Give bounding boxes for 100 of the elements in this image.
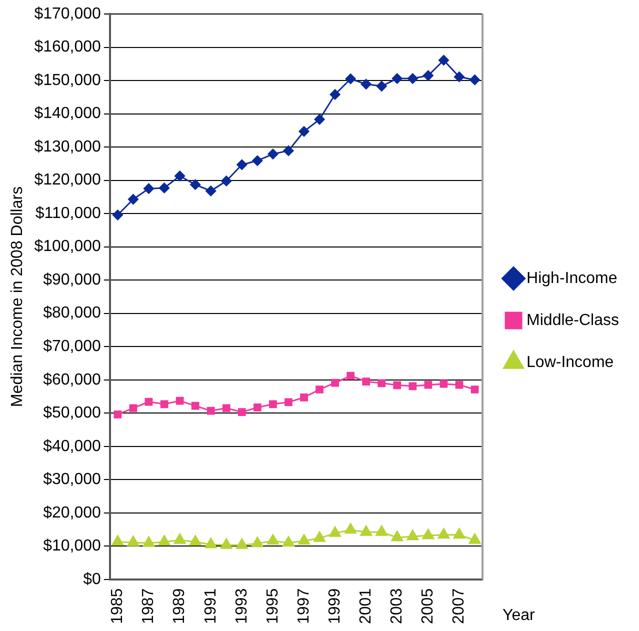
point: [440, 380, 448, 388]
point: [174, 533, 186, 544]
point: [438, 54, 449, 66]
point: [220, 538, 232, 549]
x-tick-label: 1997: [295, 588, 312, 624]
point: [406, 530, 419, 540]
point: [253, 404, 262, 412]
point: [470, 74, 480, 86]
point: [298, 534, 310, 545]
y-tick-label: $20,000: [43, 504, 102, 522]
point: [453, 528, 466, 539]
point: [158, 535, 170, 546]
y-axis-title: Median Income in 2008 Dollars: [9, 186, 26, 407]
x-tick-label: 1993: [233, 588, 250, 624]
point: [236, 538, 248, 549]
y-tick-label: $110,000: [35, 204, 102, 222]
x-tick-label: 1999: [326, 588, 344, 624]
point: [114, 410, 122, 418]
point: [345, 74, 356, 84]
point: [470, 386, 479, 394]
x-axis-title: Year: [502, 606, 536, 624]
point: [468, 533, 481, 544]
x-tick-label: 1991: [202, 588, 220, 624]
point: [129, 404, 138, 412]
y-tick-label: $150,000: [34, 72, 102, 89]
point: [252, 155, 263, 166]
point: [360, 525, 372, 536]
point: [314, 114, 325, 125]
y-tick-label: $40,000: [43, 438, 102, 455]
point: [238, 408, 246, 416]
point: [267, 534, 279, 545]
point: [160, 400, 168, 408]
point: [206, 186, 216, 196]
point: [360, 78, 372, 90]
y-tick-label: $30,000: [43, 471, 102, 488]
legend-label: Low-Income: [526, 354, 614, 371]
point: [191, 402, 200, 410]
x-tick-label: 1989: [171, 588, 188, 624]
point: [204, 538, 217, 548]
point: [236, 159, 248, 170]
point: [344, 523, 357, 534]
y-tick-label: $10,000: [43, 538, 102, 555]
y-tick-label: $100,000: [34, 238, 102, 256]
point: [128, 194, 138, 205]
point: [376, 525, 388, 536]
point: [300, 394, 308, 402]
point: [329, 526, 341, 537]
point: [330, 89, 340, 100]
point: [422, 70, 434, 81]
point: [393, 381, 402, 390]
point: [268, 148, 278, 160]
y-tick-label: $130,000: [34, 138, 102, 156]
point: [269, 400, 277, 408]
y-tick-label: $70,000: [43, 338, 102, 355]
y-tick-label: $120,000: [34, 172, 102, 189]
point: [392, 73, 402, 84]
point: [112, 210, 123, 220]
point: [408, 382, 417, 390]
point: [144, 398, 153, 406]
y-tick-label: $60,000: [43, 371, 102, 388]
x-tick-label: 2005: [420, 588, 437, 624]
point: [438, 528, 450, 539]
y-tick-label: $170,000: [34, 5, 102, 22]
y-tick-label: $80,000: [43, 304, 102, 322]
point: [251, 536, 264, 548]
point: [454, 72, 464, 82]
x-tick-label: 2003: [388, 588, 406, 624]
point: [142, 536, 155, 547]
point: [378, 379, 386, 388]
x-tick-label: 1995: [264, 588, 282, 624]
point: [143, 183, 154, 194]
point: [174, 170, 186, 182]
point: [221, 176, 232, 186]
point: [422, 528, 434, 540]
legend-label: High-Income: [526, 270, 618, 287]
point: [331, 378, 339, 387]
point: [283, 145, 294, 156]
point: [424, 380, 432, 389]
point: [189, 535, 202, 546]
point: [284, 398, 292, 406]
point: [455, 380, 464, 389]
point: [407, 73, 418, 84]
x-tick-label: 2007: [450, 588, 468, 624]
legend-label: Middle-Class: [526, 312, 619, 329]
point: [112, 535, 124, 546]
y-tick-label: $0: [83, 570, 102, 588]
y-tick-label: $90,000: [43, 271, 102, 288]
y-tick-label: $50,000: [43, 404, 102, 422]
point: [176, 396, 184, 405]
point: [362, 378, 370, 386]
point: [282, 536, 294, 547]
point: [298, 126, 310, 137]
point: [222, 404, 230, 412]
x-tick-label: 1985: [109, 588, 126, 624]
point: [190, 179, 201, 190]
point: [127, 536, 140, 546]
point: [206, 406, 215, 415]
y-tick-label: $160,000: [34, 38, 102, 56]
point: [314, 531, 326, 542]
x-tick-label: 1987: [140, 588, 158, 624]
